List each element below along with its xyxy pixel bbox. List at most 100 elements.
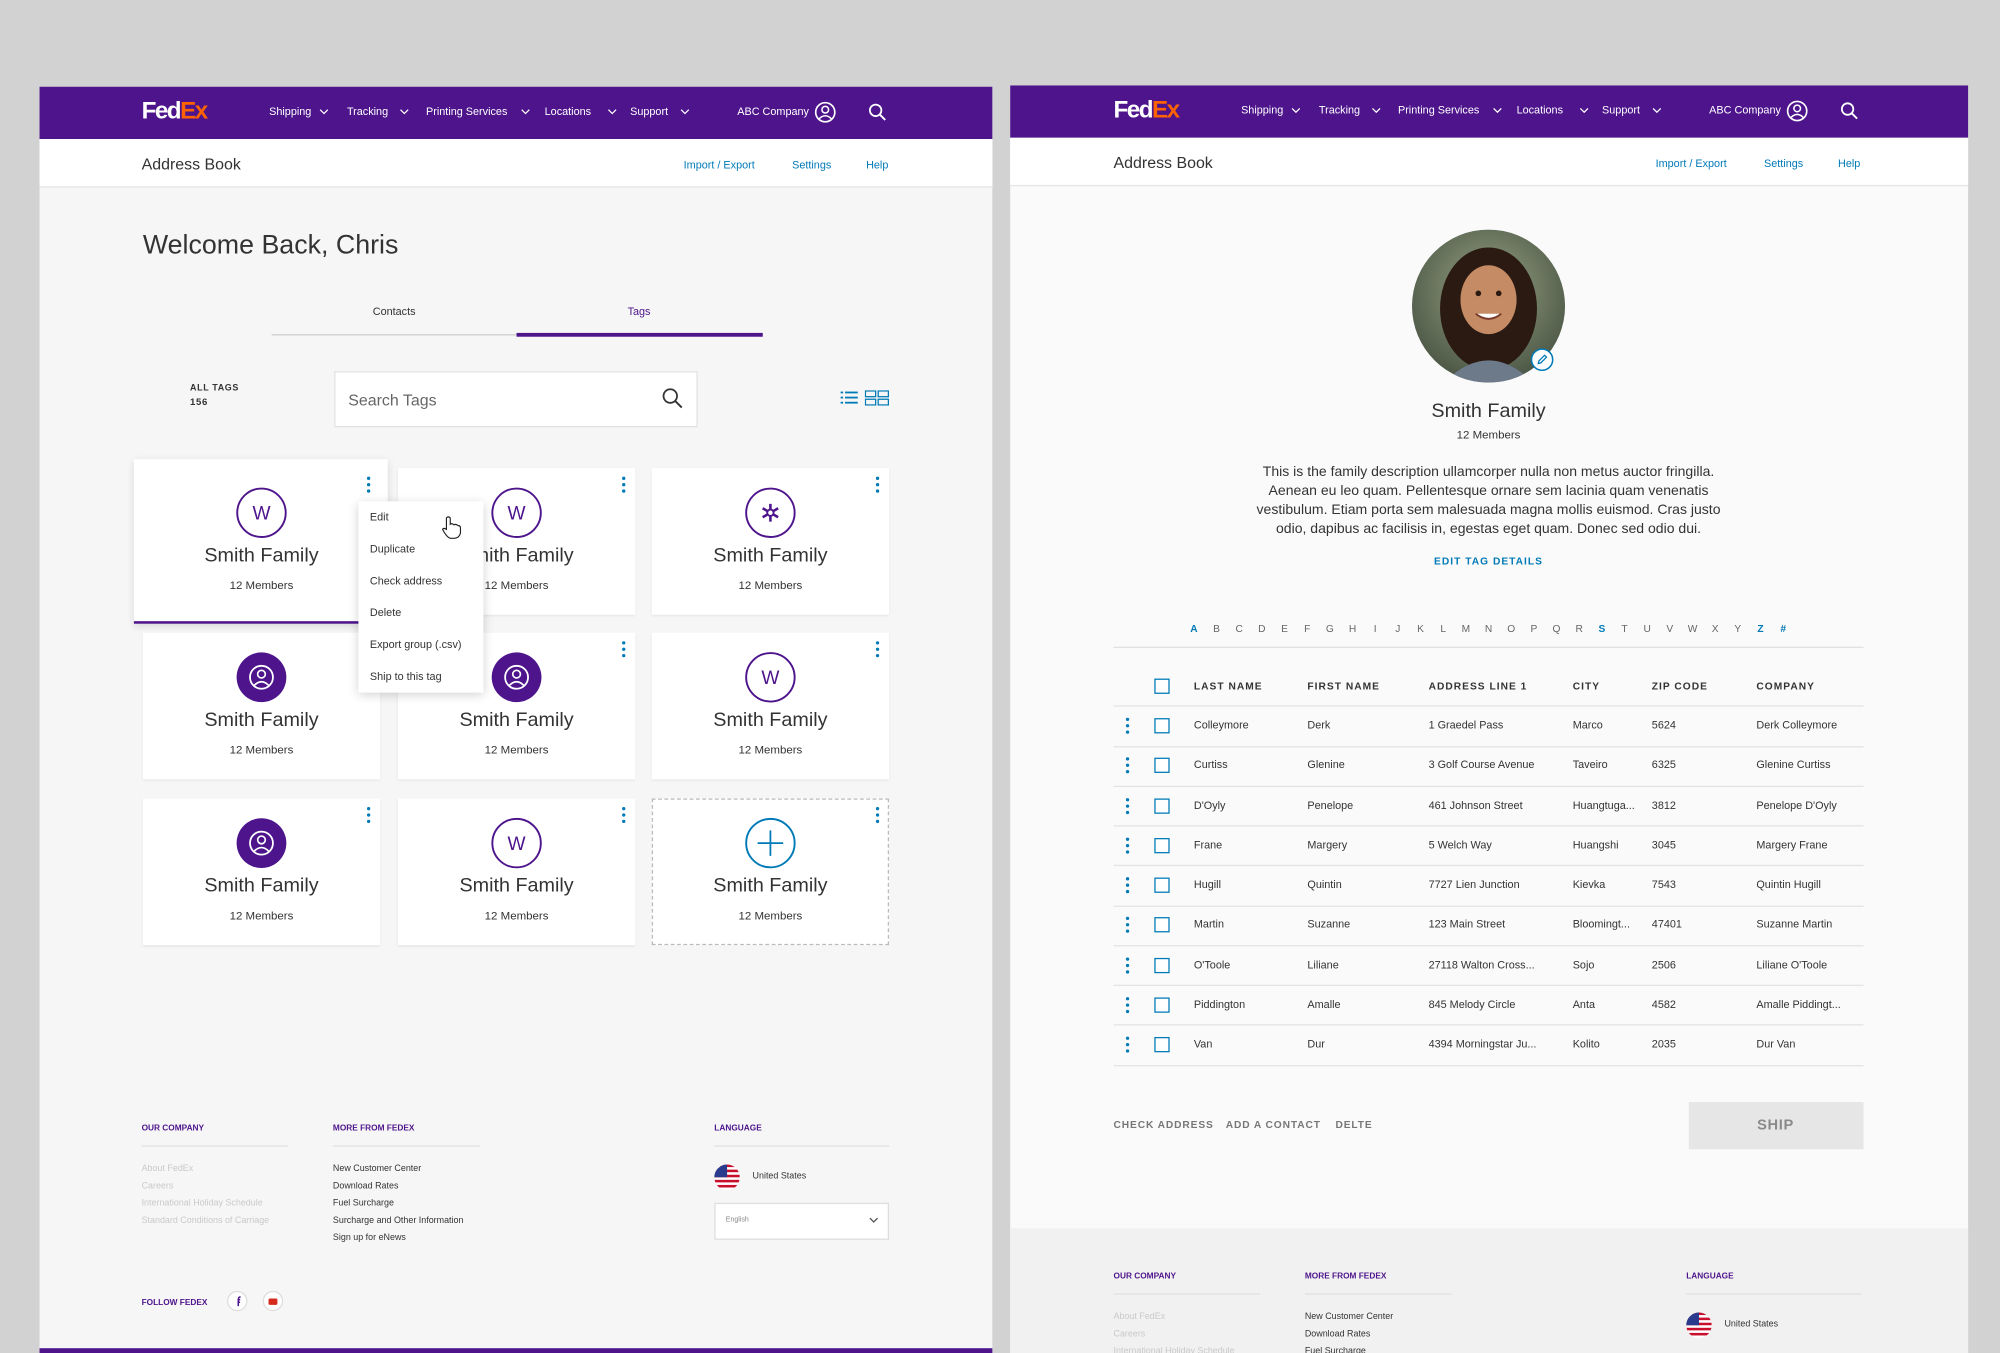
fedex-logo[interactable]: FedEx	[1114, 97, 1181, 125]
more-menu[interactable]	[1124, 836, 1132, 854]
menu-item[interactable]: Ship to this tag	[369, 669, 442, 683]
nav-item[interactable]: Printing Services	[426, 104, 508, 118]
more-menu[interactable]	[1124, 876, 1132, 894]
alphabet-filter[interactable]: T	[1621, 622, 1628, 635]
alphabet-filter[interactable]: G	[1325, 622, 1334, 635]
more-menu[interactable]	[1124, 757, 1132, 775]
more-menu[interactable]	[874, 476, 882, 494]
youtube-icon[interactable]	[262, 1290, 284, 1312]
edit-photo[interactable]	[1530, 348, 1554, 372]
checkbox[interactable]	[1154, 917, 1170, 933]
footer-link[interactable]: New Customer Center	[1304, 1312, 1394, 1322]
checkbox[interactable]	[1154, 837, 1170, 853]
alphabet-filter[interactable]: A	[1190, 622, 1198, 635]
tab[interactable]: Contacts	[372, 304, 416, 318]
footer-link[interactable]: Careers	[1113, 1329, 1146, 1339]
account-name[interactable]: ABC Company	[1709, 103, 1781, 117]
footer-link[interactable]: About FedEx	[141, 1164, 194, 1174]
menu-item[interactable]: Edit	[369, 510, 389, 524]
more-menu[interactable]	[1124, 916, 1132, 934]
user-icon[interactable]	[814, 101, 837, 124]
alphabet-filter[interactable]: Z	[1757, 622, 1764, 635]
table-action[interactable]: DELTE	[1335, 1119, 1373, 1131]
footer-link[interactable]: Surcharge and Other Information	[332, 1216, 464, 1226]
alphabet-filter[interactable]: B	[1213, 622, 1220, 635]
alphabet-filter[interactable]: X	[1711, 622, 1719, 635]
nav-item[interactable]: Locations	[1516, 103, 1563, 117]
grid-view-toggle[interactable]	[864, 390, 890, 406]
menu-item[interactable]: Check address	[369, 574, 443, 587]
footer-link[interactable]: Careers	[141, 1181, 174, 1191]
ship-button[interactable]	[1688, 1102, 1864, 1150]
table-action[interactable]: CHECK ADDRESS	[1113, 1119, 1214, 1131]
alphabet-filter[interactable]: J	[1395, 622, 1401, 635]
alphabet-filter[interactable]: P	[1530, 622, 1538, 635]
more-menu[interactable]	[874, 640, 882, 658]
checkbox[interactable]	[1154, 757, 1170, 774]
footer-link[interactable]: Standard Conditions of Carriage	[141, 1216, 270, 1226]
menu-item[interactable]: Delete	[369, 606, 402, 619]
more-menu[interactable]	[1124, 1036, 1132, 1054]
alphabet-filter[interactable]: Q	[1552, 622, 1561, 635]
alphabet-filter[interactable]: L	[1440, 622, 1447, 635]
alphabet-filter[interactable]: H	[1348, 622, 1357, 635]
nav-item[interactable]: Support	[630, 104, 669, 118]
table-action[interactable]: ADD A CONTACT	[1225, 1119, 1321, 1131]
more-menu[interactable]	[1124, 996, 1132, 1014]
nav-item[interactable]: Shipping	[269, 104, 312, 118]
search-box[interactable]	[334, 371, 698, 428]
more-menu[interactable]	[620, 640, 628, 658]
alphabet-filter[interactable]: V	[1666, 622, 1674, 635]
header-link[interactable]: Settings	[792, 158, 832, 172]
tag-card[interactable]	[133, 459, 388, 624]
nav-item[interactable]: Tracking	[1318, 103, 1361, 117]
footer-link[interactable]: Download Rates	[332, 1181, 399, 1191]
more-menu[interactable]	[620, 476, 628, 494]
checkbox[interactable]	[1154, 797, 1170, 814]
footer-link[interactable]: International Holiday Schedule	[1113, 1346, 1235, 1353]
menu-item[interactable]: Export group (.csv)	[369, 637, 462, 651]
fedex-logo[interactable]: FedEx	[142, 98, 209, 126]
footer-link[interactable]: Sign up for eNews	[332, 1233, 406, 1243]
nav-item[interactable]: Tracking	[346, 104, 389, 118]
more-menu[interactable]	[1124, 797, 1132, 815]
alphabet-filter[interactable]: M	[1461, 622, 1471, 635]
tab[interactable]: Tags	[627, 304, 651, 318]
language-select[interactable]	[714, 1202, 890, 1240]
alphabet-filter[interactable]: S	[1598, 622, 1606, 635]
header-link[interactable]: Settings	[1764, 157, 1804, 170]
menu-item[interactable]: Duplicate	[369, 542, 416, 555]
checkbox[interactable]	[1154, 678, 1170, 694]
alphabet-filter[interactable]: #	[1780, 622, 1787, 635]
header-link[interactable]: Help	[866, 158, 889, 172]
alphabet-filter[interactable]: R	[1575, 622, 1583, 635]
checkbox[interactable]	[1154, 997, 1170, 1013]
checkbox[interactable]	[1154, 1036, 1170, 1053]
alphabet-filter[interactable]: C	[1235, 622, 1243, 635]
alphabet-filter[interactable]: W	[1687, 622, 1698, 635]
nav-item[interactable]: Support	[1602, 103, 1641, 117]
alphabet-filter[interactable]: I	[1373, 622, 1377, 635]
alphabet-filter[interactable]: Y	[1734, 622, 1742, 635]
search-icon[interactable]	[1840, 102, 1859, 120]
more-menu[interactable]	[874, 806, 882, 824]
more-menu[interactable]	[620, 806, 628, 824]
footer-link[interactable]: Fuel Surcharge	[1304, 1346, 1366, 1353]
alphabet-filter[interactable]: K	[1417, 622, 1424, 635]
alphabet-filter[interactable]: E	[1281, 622, 1288, 635]
alphabet-filter[interactable]: O	[1507, 622, 1516, 635]
more-menu[interactable]	[1124, 717, 1132, 735]
footer-link[interactable]: Fuel Surcharge	[332, 1198, 394, 1208]
alphabet-filter[interactable]: F	[1304, 622, 1311, 635]
list-view-toggle[interactable]	[840, 390, 859, 405]
footer-link[interactable]: International Holiday Schedule	[141, 1198, 263, 1208]
nav-item[interactable]: Shipping	[1241, 103, 1284, 117]
footer-link[interactable]: New Customer Center	[332, 1164, 422, 1174]
more-menu[interactable]	[365, 476, 373, 494]
checkbox[interactable]	[1154, 718, 1170, 734]
search-icon[interactable]	[662, 388, 684, 410]
header-link[interactable]: Import / Export	[1655, 157, 1727, 170]
checkbox[interactable]	[1154, 877, 1170, 893]
account-name[interactable]: ABC Company	[737, 104, 809, 118]
header-link[interactable]: Import / Export	[683, 158, 755, 172]
